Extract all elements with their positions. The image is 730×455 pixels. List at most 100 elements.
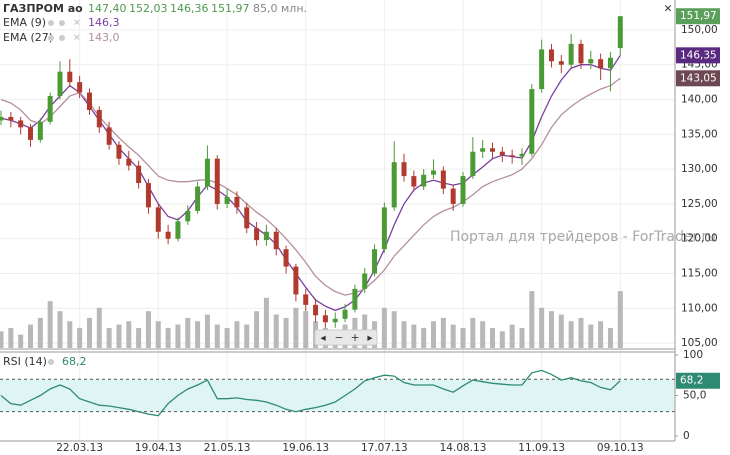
volume-bar <box>214 324 220 348</box>
value-marker-label: 146,35 <box>680 49 717 61</box>
nav-zoom-out[interactable]: − <box>335 332 344 344</box>
volume-bar <box>529 291 535 348</box>
volume-bar <box>607 327 613 348</box>
x-tick-label: 09.10.13 <box>597 442 644 454</box>
volume-bar <box>539 307 545 348</box>
candle-body <box>96 109 102 128</box>
legend-name: EMA (9) <box>3 16 46 29</box>
volume-bar <box>0 331 4 348</box>
candle-body <box>490 148 495 152</box>
candle-body <box>77 82 83 93</box>
volume-bar <box>617 291 623 348</box>
legend-value: 146,3 <box>88 16 120 29</box>
volume-bar <box>106 327 112 348</box>
legend-remove: ✕ <box>73 34 81 44</box>
candle-body <box>313 304 319 316</box>
volume-bar <box>57 311 63 348</box>
candle-body <box>421 174 427 187</box>
nav-zoom-in[interactable]: + <box>351 332 360 344</box>
candle-body <box>470 151 476 177</box>
watermark: Портал для трейдеров - ForTrader.ru <box>450 229 716 245</box>
rsi-band <box>0 379 675 412</box>
x-tick-label: 11.09.13 <box>518 442 565 454</box>
volume-bar <box>450 324 456 348</box>
volume-bar <box>548 311 554 348</box>
y-tick-label: 130,00 <box>681 163 718 175</box>
volume-bar <box>499 331 505 348</box>
volume-bar <box>116 324 122 348</box>
candle-body <box>254 228 260 241</box>
y-tick-label: 105,00 <box>681 337 718 349</box>
volume-bar <box>27 324 33 348</box>
candle-body <box>617 16 623 49</box>
candle-body <box>67 71 73 83</box>
volume-bar <box>136 327 142 348</box>
rsi-legend-value: 68,2 <box>62 355 87 368</box>
legend-value: 143,0 <box>88 31 120 44</box>
y-tick-label: 140,00 <box>681 94 718 106</box>
volume-bar <box>440 317 446 348</box>
legend-gear <box>59 20 65 26</box>
rsi-tick-label: 100 <box>683 349 703 361</box>
nav-left[interactable]: ◂ <box>320 332 326 344</box>
header-volume: 85,0 млн. <box>253 2 307 15</box>
legend-eye <box>48 359 54 365</box>
volume-bar <box>391 311 397 348</box>
volume-bar <box>18 334 24 348</box>
volume-bar <box>273 314 279 348</box>
x-tick-label: 19.06.13 <box>282 442 329 454</box>
close-marker <box>676 8 720 25</box>
candle-body <box>303 294 309 305</box>
instrument-title: ГАЗПРОМ ао <box>3 2 83 15</box>
candle-body <box>263 231 269 241</box>
header-ohlc: 151,97 <box>211 2 250 15</box>
nav-buttons[interactable]: ◂ − + ▸ <box>314 329 378 346</box>
volume-bar <box>77 327 83 348</box>
volume-bar <box>86 317 92 348</box>
candle-body <box>431 170 437 175</box>
candle-body <box>145 183 151 208</box>
candle-body <box>106 127 112 145</box>
candle-body <box>362 273 368 289</box>
candle-body <box>568 43 574 65</box>
rsi-tick-label: 50,0 <box>683 389 706 401</box>
y-tick-label: 125,00 <box>681 198 718 210</box>
candle-body <box>529 89 535 154</box>
x-tick-label: 19.04.13 <box>135 442 182 454</box>
candle-body <box>558 61 564 65</box>
candle-body <box>244 207 250 229</box>
candle-body <box>460 176 466 204</box>
x-tick-label: 17.07.13 <box>361 442 408 454</box>
volume-bar <box>126 321 132 348</box>
candle-body <box>195 186 201 211</box>
volume-bar <box>460 327 466 348</box>
candle-body <box>8 116 14 121</box>
x-tick-label: 21.05.13 <box>204 442 251 454</box>
candle-body <box>283 249 289 267</box>
nav-right[interactable]: ▸ <box>367 332 373 344</box>
volume-bar <box>234 321 240 348</box>
volume-bar <box>401 321 407 348</box>
candle-body <box>293 266 299 295</box>
rsi-line <box>0 369 621 417</box>
candle-body <box>0 116 4 121</box>
candle-body <box>607 57 613 69</box>
rsi-tick-label: 0 <box>683 430 690 442</box>
volume-bar <box>244 324 250 348</box>
volume-bar <box>303 311 309 348</box>
volume-bar <box>185 317 191 348</box>
candle-body <box>126 158 132 166</box>
volume-bar <box>204 314 210 348</box>
candle-body <box>578 43 584 64</box>
volume-bar <box>558 314 564 348</box>
candle-body <box>57 71 63 97</box>
legend-remove: ✕ <box>73 19 81 29</box>
rsi-marker-label: 68,2 <box>680 375 703 387</box>
volume-bar <box>480 321 486 348</box>
candle-body <box>214 158 220 204</box>
volume-bar <box>381 307 387 348</box>
candle-body <box>204 158 210 187</box>
close-icon[interactable]: ✕ <box>664 3 673 15</box>
candle-body <box>332 318 338 323</box>
